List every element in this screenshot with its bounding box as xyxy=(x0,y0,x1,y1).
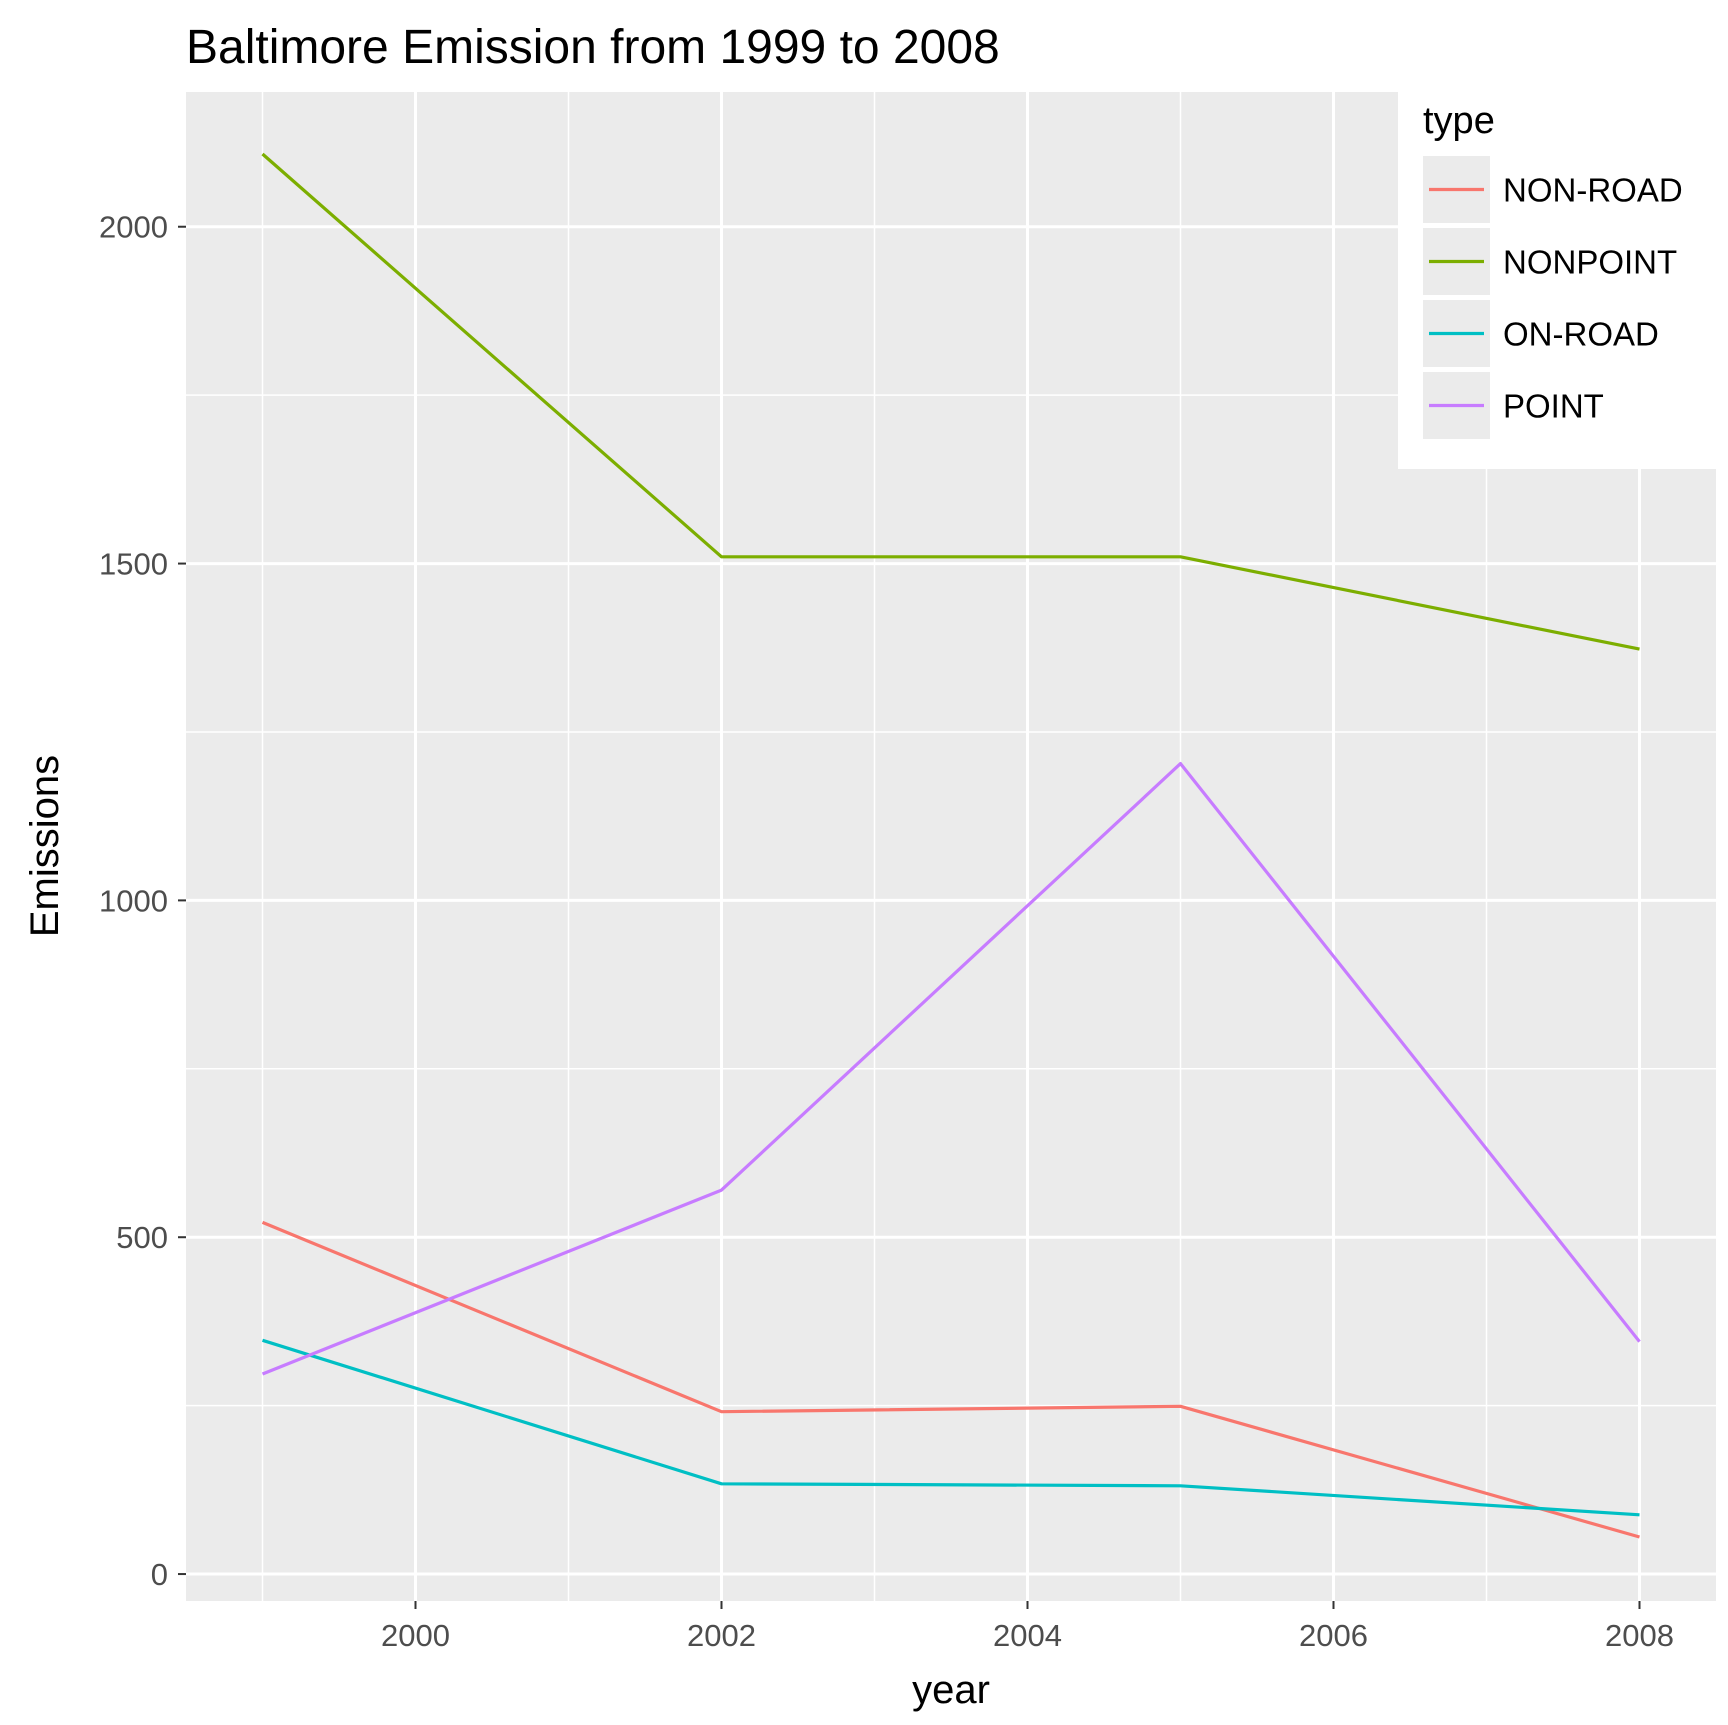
y-tick-label: 500 xyxy=(116,1220,168,1255)
y-axis-title: Emissions xyxy=(23,755,67,937)
legend-title: type xyxy=(1423,100,1495,142)
legend: type NON-ROAD NONPOINT ON-ROAD POINT xyxy=(1398,92,1728,469)
x-axis: 2000 2002 2004 2006 2008 xyxy=(381,1601,1674,1653)
legend-label: POINT xyxy=(1503,388,1604,425)
x-tick-label: 2002 xyxy=(687,1618,756,1653)
series-lines xyxy=(261,152,1641,1539)
legend-label: NON-ROAD xyxy=(1503,172,1683,209)
legend-items: NON-ROAD NONPOINT ON-ROAD POINT xyxy=(1423,156,1683,439)
series-line-on-road xyxy=(262,1338,1640,1517)
series-line-point xyxy=(261,761,1641,1376)
legend-label: ON-ROAD xyxy=(1503,316,1659,353)
x-tick-label: 2008 xyxy=(1605,1618,1674,1653)
y-tick-label: 0 xyxy=(151,1557,168,1592)
x-tick-label: 2006 xyxy=(1299,1618,1368,1653)
chart-title: Baltimore Emission from 1999 to 2008 xyxy=(186,21,1000,74)
legend-label: NONPOINT xyxy=(1503,244,1677,281)
series-line-non-road xyxy=(261,1220,1640,1539)
y-tick-label: 1000 xyxy=(99,883,168,918)
y-tick-label: 1500 xyxy=(99,547,168,582)
x-tick-label: 2000 xyxy=(381,1618,450,1653)
series-line-nonpoint xyxy=(261,152,1640,651)
y-tick-label: 2000 xyxy=(99,210,168,245)
x-axis-title: year xyxy=(912,1668,990,1712)
y-axis: 0 500 1000 1500 2000 xyxy=(99,210,186,1592)
x-tick-label: 2004 xyxy=(993,1618,1062,1653)
minor-grid xyxy=(186,92,1716,1601)
